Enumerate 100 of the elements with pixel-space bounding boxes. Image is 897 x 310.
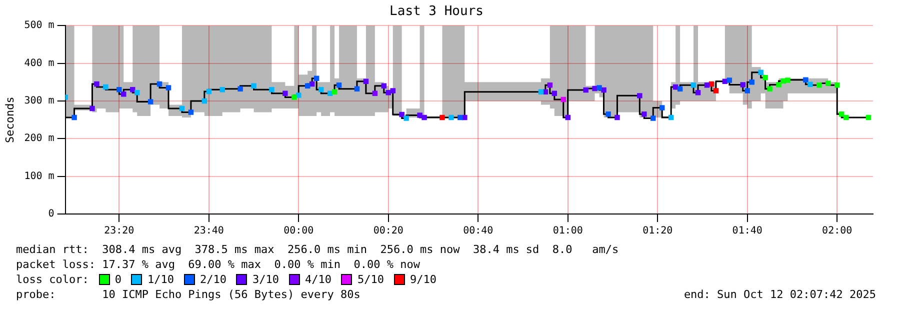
point xyxy=(704,82,710,88)
point xyxy=(583,87,588,93)
legend-label: 2/10 xyxy=(200,272,226,287)
point xyxy=(336,82,342,88)
point xyxy=(94,81,100,87)
point xyxy=(547,82,553,88)
point xyxy=(740,82,746,88)
point xyxy=(386,90,392,96)
point xyxy=(179,106,185,112)
point xyxy=(722,78,728,84)
point xyxy=(296,92,302,98)
point xyxy=(744,88,750,94)
point xyxy=(642,112,647,117)
point xyxy=(354,86,360,92)
point xyxy=(399,112,404,118)
point xyxy=(606,112,611,117)
x-tick-label: 23:20 xyxy=(104,226,134,237)
x-tick-label: 00:40 xyxy=(463,226,494,237)
point xyxy=(668,114,674,120)
point xyxy=(803,77,808,82)
point xyxy=(269,87,274,92)
point xyxy=(440,114,445,120)
y-tick-label: 200 m xyxy=(24,133,54,144)
point xyxy=(404,116,409,121)
point xyxy=(650,116,656,121)
y-axis-title: Seconds xyxy=(3,96,16,143)
legend-label: 9/10 xyxy=(410,272,436,287)
point xyxy=(834,82,840,88)
point xyxy=(637,93,642,98)
text: packet loss: 17.37 % avg 69.00 % max 0.00 % min 0.00 % now xyxy=(16,257,421,272)
point xyxy=(282,90,288,96)
point xyxy=(318,87,324,92)
x-tick-label: 01:00 xyxy=(552,226,583,237)
y-tick-label: 400 m xyxy=(24,58,54,69)
x-tick-label: 01:40 xyxy=(732,226,762,237)
legend-label: 0 xyxy=(114,272,122,287)
text: end: Sun Oct 12 02:07:42 2025 xyxy=(684,287,876,302)
point xyxy=(417,112,422,118)
point xyxy=(762,74,768,80)
x-tick-label: 01:20 xyxy=(642,226,673,237)
point xyxy=(826,80,831,86)
point xyxy=(838,112,844,117)
point xyxy=(552,90,558,96)
point xyxy=(292,94,297,100)
point xyxy=(808,82,813,87)
point xyxy=(166,85,172,90)
point xyxy=(148,99,154,104)
point xyxy=(843,114,849,120)
point xyxy=(116,87,122,92)
point xyxy=(785,78,790,83)
x-tick-label: 23:40 xyxy=(194,226,224,237)
legend-label: 4/10 xyxy=(304,272,332,287)
point xyxy=(220,87,225,92)
y-tick-label: 100 m xyxy=(24,170,54,182)
point xyxy=(695,90,701,96)
legend-label: 3/10 xyxy=(252,272,279,287)
x-tick-label: 00:20 xyxy=(373,226,404,237)
point xyxy=(614,114,620,120)
point xyxy=(458,114,463,120)
point xyxy=(758,70,764,75)
x-tick-label: 02:00 xyxy=(822,226,852,237)
legend-label: 5/10 xyxy=(357,272,384,287)
point xyxy=(188,110,194,115)
point xyxy=(202,98,208,104)
point xyxy=(677,86,683,92)
point xyxy=(816,82,822,88)
point xyxy=(538,89,544,95)
point xyxy=(560,96,566,102)
point xyxy=(372,90,378,96)
point xyxy=(690,82,696,88)
point xyxy=(332,89,338,95)
point xyxy=(726,78,732,83)
point xyxy=(659,105,665,110)
point xyxy=(866,114,872,120)
point xyxy=(304,83,310,89)
point xyxy=(134,90,140,96)
point xyxy=(390,88,396,94)
point xyxy=(381,83,387,89)
point xyxy=(103,84,108,90)
x-tick-label: 00:00 xyxy=(284,226,314,237)
point xyxy=(314,76,320,81)
point xyxy=(601,87,606,93)
y-tick-label: 500 m xyxy=(24,20,54,32)
point xyxy=(363,78,369,84)
chart-title: Last 3 Hours xyxy=(390,4,484,20)
point xyxy=(206,88,212,94)
point xyxy=(776,82,782,88)
legend-title: loss color: xyxy=(16,272,89,287)
text: median rtt: 308.4 ms avg 378.5 ms max 256.0 ms min 256.0 ms now 38.4 ms sd 8.0 am/s xyxy=(16,242,620,257)
legend-label: 1/10 xyxy=(147,272,174,287)
point xyxy=(238,86,243,92)
point xyxy=(749,80,754,85)
y-tick-label: 300 m xyxy=(24,96,54,107)
point xyxy=(72,114,77,120)
point xyxy=(422,114,427,120)
text: probe: 10 ICMP Echo Pings (56 Bytes) every 80s xyxy=(16,288,360,301)
point xyxy=(767,86,772,92)
point xyxy=(713,88,719,94)
y-tick-label: 0 xyxy=(48,208,54,220)
point xyxy=(596,85,602,90)
